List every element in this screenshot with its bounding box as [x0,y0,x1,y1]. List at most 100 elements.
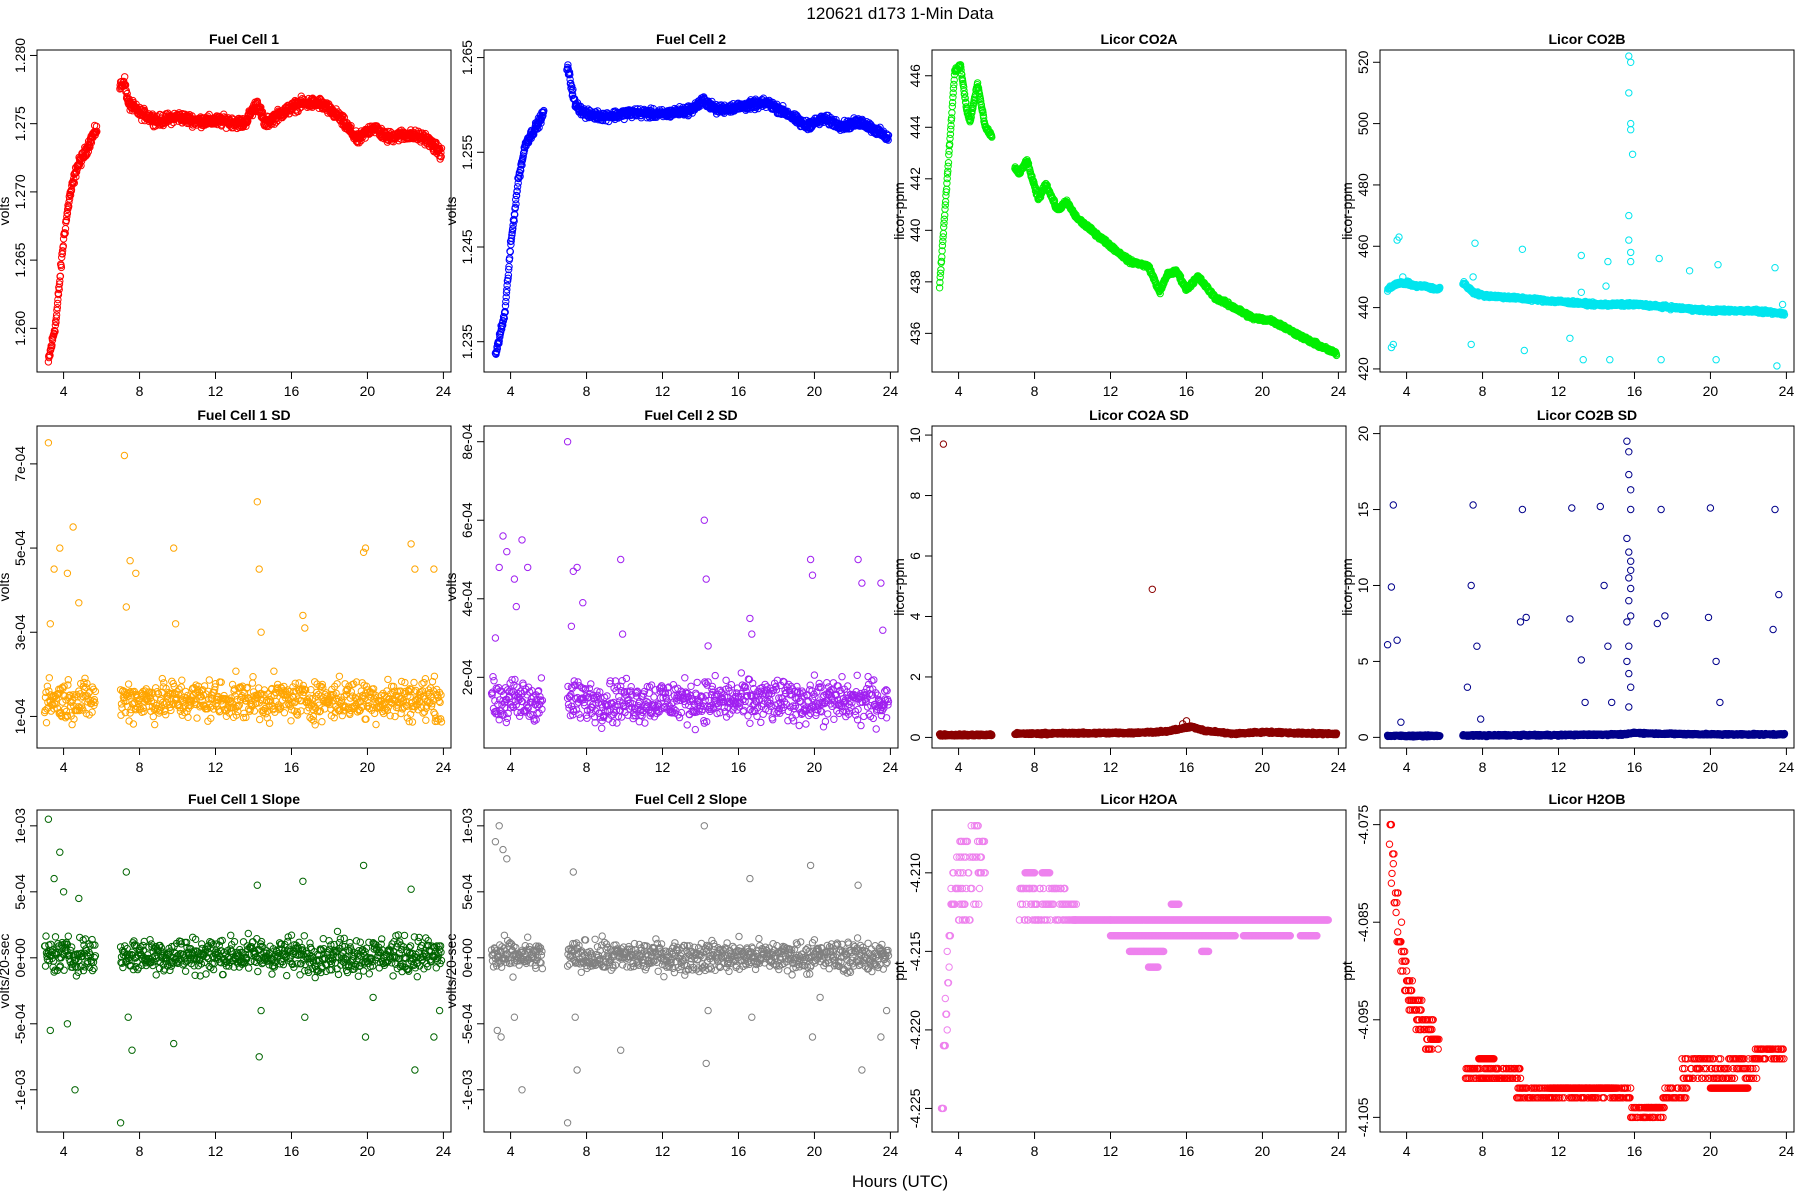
data-point [65,198,73,206]
data-point [53,299,62,308]
data-point [1577,251,1586,260]
x-tick-label: 20 [360,383,376,399]
data-point [47,344,55,353]
x-tick-label: 16 [284,759,300,775]
data-point [1712,356,1720,364]
panel-frame [483,49,899,373]
data-point [71,169,80,178]
y-tick-label: 3e-04 [12,614,28,650]
data-point [120,77,128,86]
data-point [1778,300,1787,309]
y-axis-label: volts [0,573,12,602]
y-tick-label: 420 [1355,357,1371,381]
x-tick-label: 16 [284,383,300,399]
data-point [57,263,66,272]
panel-1: Fuel Cell 24 8 12 16 20 241.2351.2451.2551.26… [443,31,899,399]
y-tick-label: 460 [1355,234,1371,258]
x-tick-label: 24 [1331,383,1347,399]
panel-frame [1379,49,1795,373]
data-point [506,248,514,256]
data-point [55,285,63,294]
data-point [62,216,71,225]
y-tick-label: 1.260 [12,311,28,346]
y-tick-label: 1.280 [12,38,28,73]
data-point [52,311,61,319]
y-tick-label: 1e-04 [12,698,28,734]
panel-title: Licor CO2A [1100,31,1177,47]
data-point [1657,356,1665,364]
data-point [66,191,75,199]
x-tick-label: 20 [1703,383,1719,399]
y-axis-label: volts [0,197,12,226]
x-tick-label: 4 [507,383,515,399]
data-point [61,229,69,237]
data-point [1627,119,1635,128]
y-tick-label: 500 [1355,112,1371,136]
x-tick-label: 8 [136,383,144,399]
data-point [1518,245,1527,254]
data-point [51,321,60,329]
data-point [121,81,130,89]
data-point [121,73,129,81]
data-point [941,211,949,220]
panel-title: Licor CO2B [1548,31,1625,47]
panel-title: Fuel Cell 1 SD [197,407,290,423]
data-point [45,674,53,682]
data-point [54,290,63,299]
y-tick-label: 436 [907,321,923,345]
data-point [1604,257,1612,266]
data-point [1602,282,1610,290]
data-point [1579,356,1587,364]
y-tick-label: 520 [1355,50,1371,74]
data-point [258,108,267,116]
data-point [1625,52,1633,60]
figure-title: 120621 d173 1-Min Data [806,4,994,23]
data-point [63,209,72,218]
data-point [1606,356,1614,364]
data-point [56,272,65,280]
data-point [59,242,67,250]
data-point [1566,334,1574,342]
data-point [92,122,101,131]
data-points [40,439,446,729]
panel-4: Fuel Cell 1 SD4 8 12 16 20 241e-043e-045e-047… [0,407,452,775]
data-point [1685,267,1694,275]
y-tick-label: 444 [907,115,923,139]
x-tick-label: 8 [583,383,591,399]
x-tick-label: 24 [436,759,452,775]
data-point [1773,362,1781,370]
data-point [1625,89,1633,97]
data-point [1471,239,1479,247]
data-points [44,73,446,366]
data-point [63,212,71,221]
x-tick-label: 12 [655,383,671,399]
data-point [56,277,64,285]
data-point [270,120,279,128]
data-point [55,280,64,288]
y-axis-label: licor-ppm [891,182,907,240]
panel-0: Fuel Cell 14 8 12 16 20 241.2601.2651.2701.27… [0,31,452,399]
data-point [1655,254,1663,263]
data-point [52,314,60,322]
data-point [257,103,265,112]
data-point [77,161,85,170]
data-point [58,247,67,255]
x-tick-label: 16 [731,383,747,399]
x-tick-label: 12 [1103,383,1119,399]
data-point [53,306,61,314]
y-tick-label: 438 [907,270,923,294]
data-point [1625,211,1633,220]
y-tick-label: 480 [1355,173,1371,197]
data-point [42,719,51,727]
x-tick-label: 24 [883,383,899,399]
x-tick-label: 16 [1179,383,1195,399]
x-tick-label: 12 [1551,383,1567,399]
figure-xlabel: Hours (UTC) [852,1172,948,1191]
y-tick-label: 1.270 [12,174,28,209]
data-point [52,318,60,327]
data-point [1627,58,1635,66]
y-axis-label: licor-ppm [1339,182,1355,240]
y-tick-label: 442 [907,167,923,191]
